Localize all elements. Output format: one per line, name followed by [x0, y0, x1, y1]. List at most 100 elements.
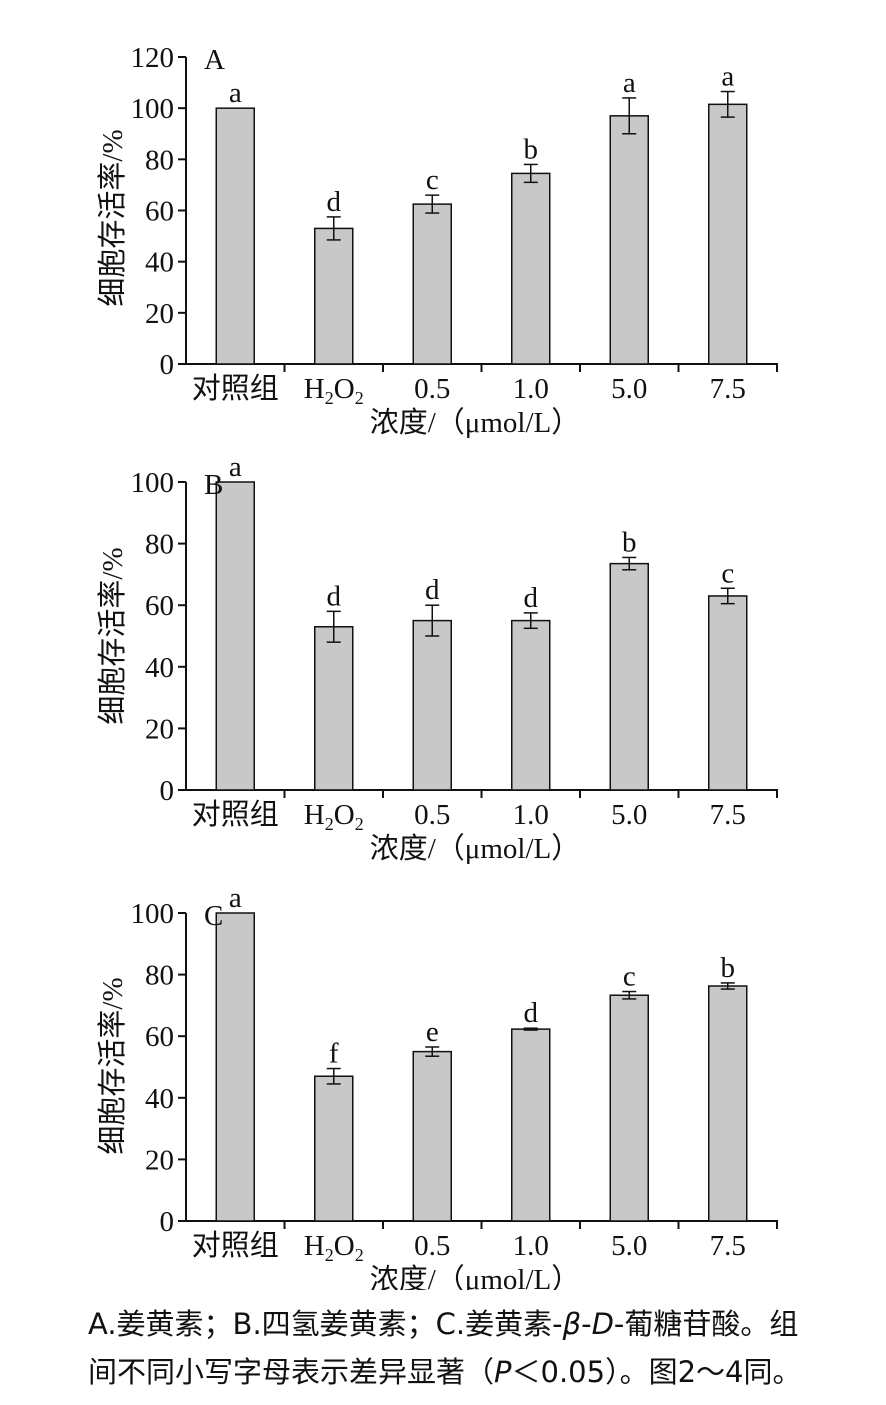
- bar: [609, 115, 649, 365]
- y-axis-title: 细胞存活率/%: [96, 977, 129, 1154]
- subscript: 2: [355, 388, 364, 408]
- significance-label: a: [721, 61, 734, 93]
- y-tick-label: 60: [145, 590, 174, 622]
- subscript: 2: [325, 814, 334, 834]
- y-tick-label: 20: [145, 713, 174, 745]
- y-tick-label: 0: [160, 775, 175, 807]
- y-tick-label: 40: [145, 1083, 174, 1115]
- y-tick-label: 60: [145, 1021, 174, 1053]
- y-tick-label: 60: [145, 196, 174, 228]
- subscript: 2: [355, 1245, 364, 1265]
- bar: [215, 107, 255, 365]
- bar: [609, 994, 649, 1222]
- bar: [708, 985, 748, 1222]
- bar: [708, 103, 748, 365]
- bar: [412, 203, 452, 365]
- significance-label: d: [524, 997, 539, 1029]
- y-tick-label: 80: [145, 144, 174, 176]
- x-tick-label: 1.0: [513, 1230, 549, 1262]
- bar: [511, 172, 551, 365]
- caption-p: P: [494, 1355, 512, 1389]
- significance-label: d: [327, 186, 342, 218]
- x-tick-label: 对照组: [192, 798, 279, 831]
- bar: [314, 227, 354, 365]
- significance-label: b: [524, 133, 539, 165]
- subscript: 2: [325, 388, 334, 408]
- figure: 020406080100120a对照组dH2O2c0.5b1.0a5.0a7.5…: [96, 42, 778, 1290]
- bar: [215, 481, 255, 791]
- bar: [412, 1050, 452, 1222]
- significance-label: b: [622, 526, 637, 558]
- x-tick-label: 对照组: [192, 372, 279, 405]
- formula-part: O: [334, 1230, 355, 1262]
- y-tick-label: 20: [145, 1144, 174, 1176]
- significance-label: a: [623, 67, 636, 99]
- caption-dash: -: [581, 1307, 592, 1341]
- x-tick-label: 7.5: [710, 799, 746, 831]
- formula-part: O: [334, 799, 355, 831]
- significance-label: c: [721, 557, 734, 589]
- bar: [511, 1028, 551, 1222]
- y-tick-label: 0: [160, 1206, 175, 1238]
- panel-label: A: [204, 44, 225, 76]
- bar: [609, 562, 649, 791]
- caption-line-1: A.姜黄素；B.四氢姜黄素；C.姜黄素-β-D-葡糖苷酸。组: [88, 1300, 868, 1348]
- caption-beta: β: [562, 1307, 582, 1341]
- significance-label: a: [229, 451, 242, 483]
- y-axis-title: 细胞存活率/%: [96, 547, 129, 724]
- bar: [215, 912, 255, 1222]
- x-tick-label: 0.5: [414, 373, 450, 405]
- y-tick-label: 40: [145, 247, 174, 279]
- significance-label: d: [524, 582, 539, 614]
- bar: [708, 595, 748, 791]
- y-tick-label: 100: [131, 467, 175, 499]
- y-tick-label: 100: [131, 898, 175, 930]
- panel-A: 0 20 40 60 80 100 120 a 对照组 d H2O2 c 0.5 b 1.0 a 5.0 a 7.5…: [96, 42, 778, 439]
- subscript: 2: [325, 1245, 334, 1265]
- x-tick-label: 5.0: [611, 1230, 647, 1262]
- y-tick-label: 120: [131, 42, 175, 74]
- panel-label: C: [204, 900, 223, 932]
- significance-label: a: [229, 882, 242, 914]
- x-tick-label: 1.0: [513, 799, 549, 831]
- caption-line-2: 间不同小写字母表示差异显著（P＜0.05）。图2～4同。: [88, 1348, 868, 1396]
- x-tick-label: H2O2: [304, 373, 364, 408]
- y-tick-label: 0: [160, 349, 175, 381]
- caption-text-1b: -葡糖苷酸。组: [613, 1307, 799, 1341]
- x-axis-title: 浓度/（μmol/L）: [370, 406, 581, 439]
- y-axis-title: 细胞存活率/%: [96, 129, 129, 306]
- significance-label: d: [327, 580, 342, 612]
- significance-label: c: [623, 961, 636, 993]
- x-axis-title: 浓度/（μmol/L）: [370, 1263, 581, 1290]
- x-tick-label: 7.5: [710, 1230, 746, 1262]
- x-tick-label: 1.0: [513, 373, 549, 405]
- bar: [314, 1075, 354, 1222]
- x-tick-label: H2O2: [304, 1230, 364, 1265]
- significance-label: b: [721, 952, 736, 984]
- formula-part: O: [334, 373, 355, 405]
- y-tick-label: 40: [145, 652, 174, 684]
- bar: [511, 619, 551, 791]
- subscript: 2: [355, 814, 364, 834]
- bar: [314, 626, 354, 791]
- panel-B: 0 20 40 60 80 100 a 对照组 d H2O2 d 0.5 d 1.0 b 5.0 c 7.5 B 浓度…: [96, 451, 778, 865]
- caption-text-2b: ＜0.05）。图2～4同。: [511, 1355, 802, 1389]
- x-tick-label: 5.0: [611, 373, 647, 405]
- x-tick-label: H2O2: [304, 799, 364, 834]
- x-tick-label: 对照组: [192, 1229, 279, 1262]
- x-tick-label: 5.0: [611, 799, 647, 831]
- y-tick-label: 80: [145, 529, 174, 561]
- y-tick-label: 20: [145, 298, 174, 330]
- x-axis-title: 浓度/（μmol/L）: [370, 832, 581, 865]
- y-tick-label: 100: [131, 93, 175, 125]
- bar: [412, 619, 452, 791]
- significance-label: a: [229, 77, 242, 109]
- figure-caption: A.姜黄素；B.四氢姜黄素；C.姜黄素-β-D-葡糖苷酸。组 间不同小写字母表示…: [88, 1300, 868, 1396]
- y-tick-label: 80: [145, 960, 174, 992]
- x-tick-label: 0.5: [414, 1230, 450, 1262]
- panel-C: 0 20 40 60 80 100 a 对照组 f H2O2 e 0.5 d 1.0 c 5.0 b 7.5 C 浓度…: [96, 882, 778, 1290]
- panel-label: B: [204, 469, 223, 501]
- caption-text-1a: A.姜黄素；B.四氢姜黄素；C.姜黄素-: [88, 1307, 563, 1341]
- caption-text-2a: 间不同小写字母表示差异显著（: [88, 1355, 495, 1389]
- x-tick-label: 0.5: [414, 799, 450, 831]
